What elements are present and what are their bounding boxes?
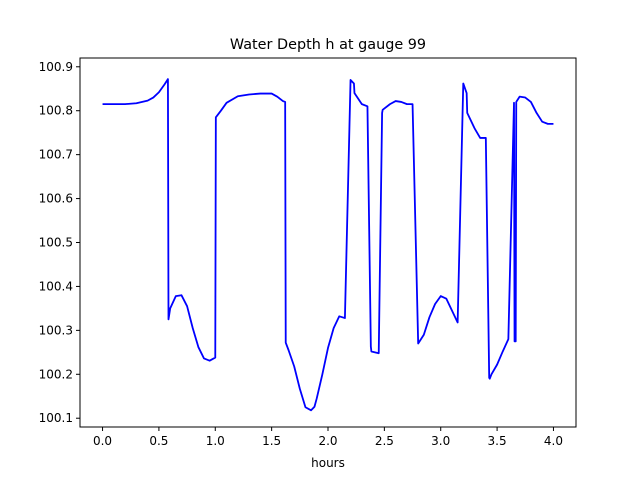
y-tick-label: 100.6 xyxy=(39,192,73,206)
series-line-0 xyxy=(102,78,554,412)
x-tick-label: 1.5 xyxy=(262,434,281,448)
x-tick-label: 2.0 xyxy=(318,434,337,448)
y-tick-label: 100.2 xyxy=(39,367,73,381)
y-tick-label: 100.8 xyxy=(39,104,73,118)
x-tick-label: 3.0 xyxy=(431,434,450,448)
x-axis-label: hours xyxy=(311,456,345,470)
chart-title: Water Depth h at gauge 99 xyxy=(230,37,426,53)
x-tick-label: 4.0 xyxy=(544,434,563,448)
y-tick-label: 100.1 xyxy=(39,411,73,425)
y-axis-ticks: 100.1 100.2 100.3 100.4 100.5 100.6 100.7 100.8… xyxy=(39,60,80,425)
y-tick-label: 100.7 xyxy=(39,148,73,162)
x-tick-label: 1.0 xyxy=(206,434,225,448)
plot-frame xyxy=(79,57,577,428)
x-tick-label: 3.5 xyxy=(488,434,507,448)
y-tick-label: 100.9 xyxy=(39,60,73,74)
y-tick-label: 100.3 xyxy=(39,323,73,337)
x-tick-label: 0.5 xyxy=(149,434,168,448)
x-axis-ticks: 0.0 0.5 1.0 1.5 2.0 2.5 3.0 3.5 4.0 xyxy=(93,427,563,448)
y-tick-label: 100.5 xyxy=(39,236,73,250)
x-tick-label: 0.0 xyxy=(93,434,112,448)
y-tick-label: 100.4 xyxy=(39,279,73,293)
plot-area xyxy=(102,78,554,412)
x-tick-label: 2.5 xyxy=(375,434,394,448)
